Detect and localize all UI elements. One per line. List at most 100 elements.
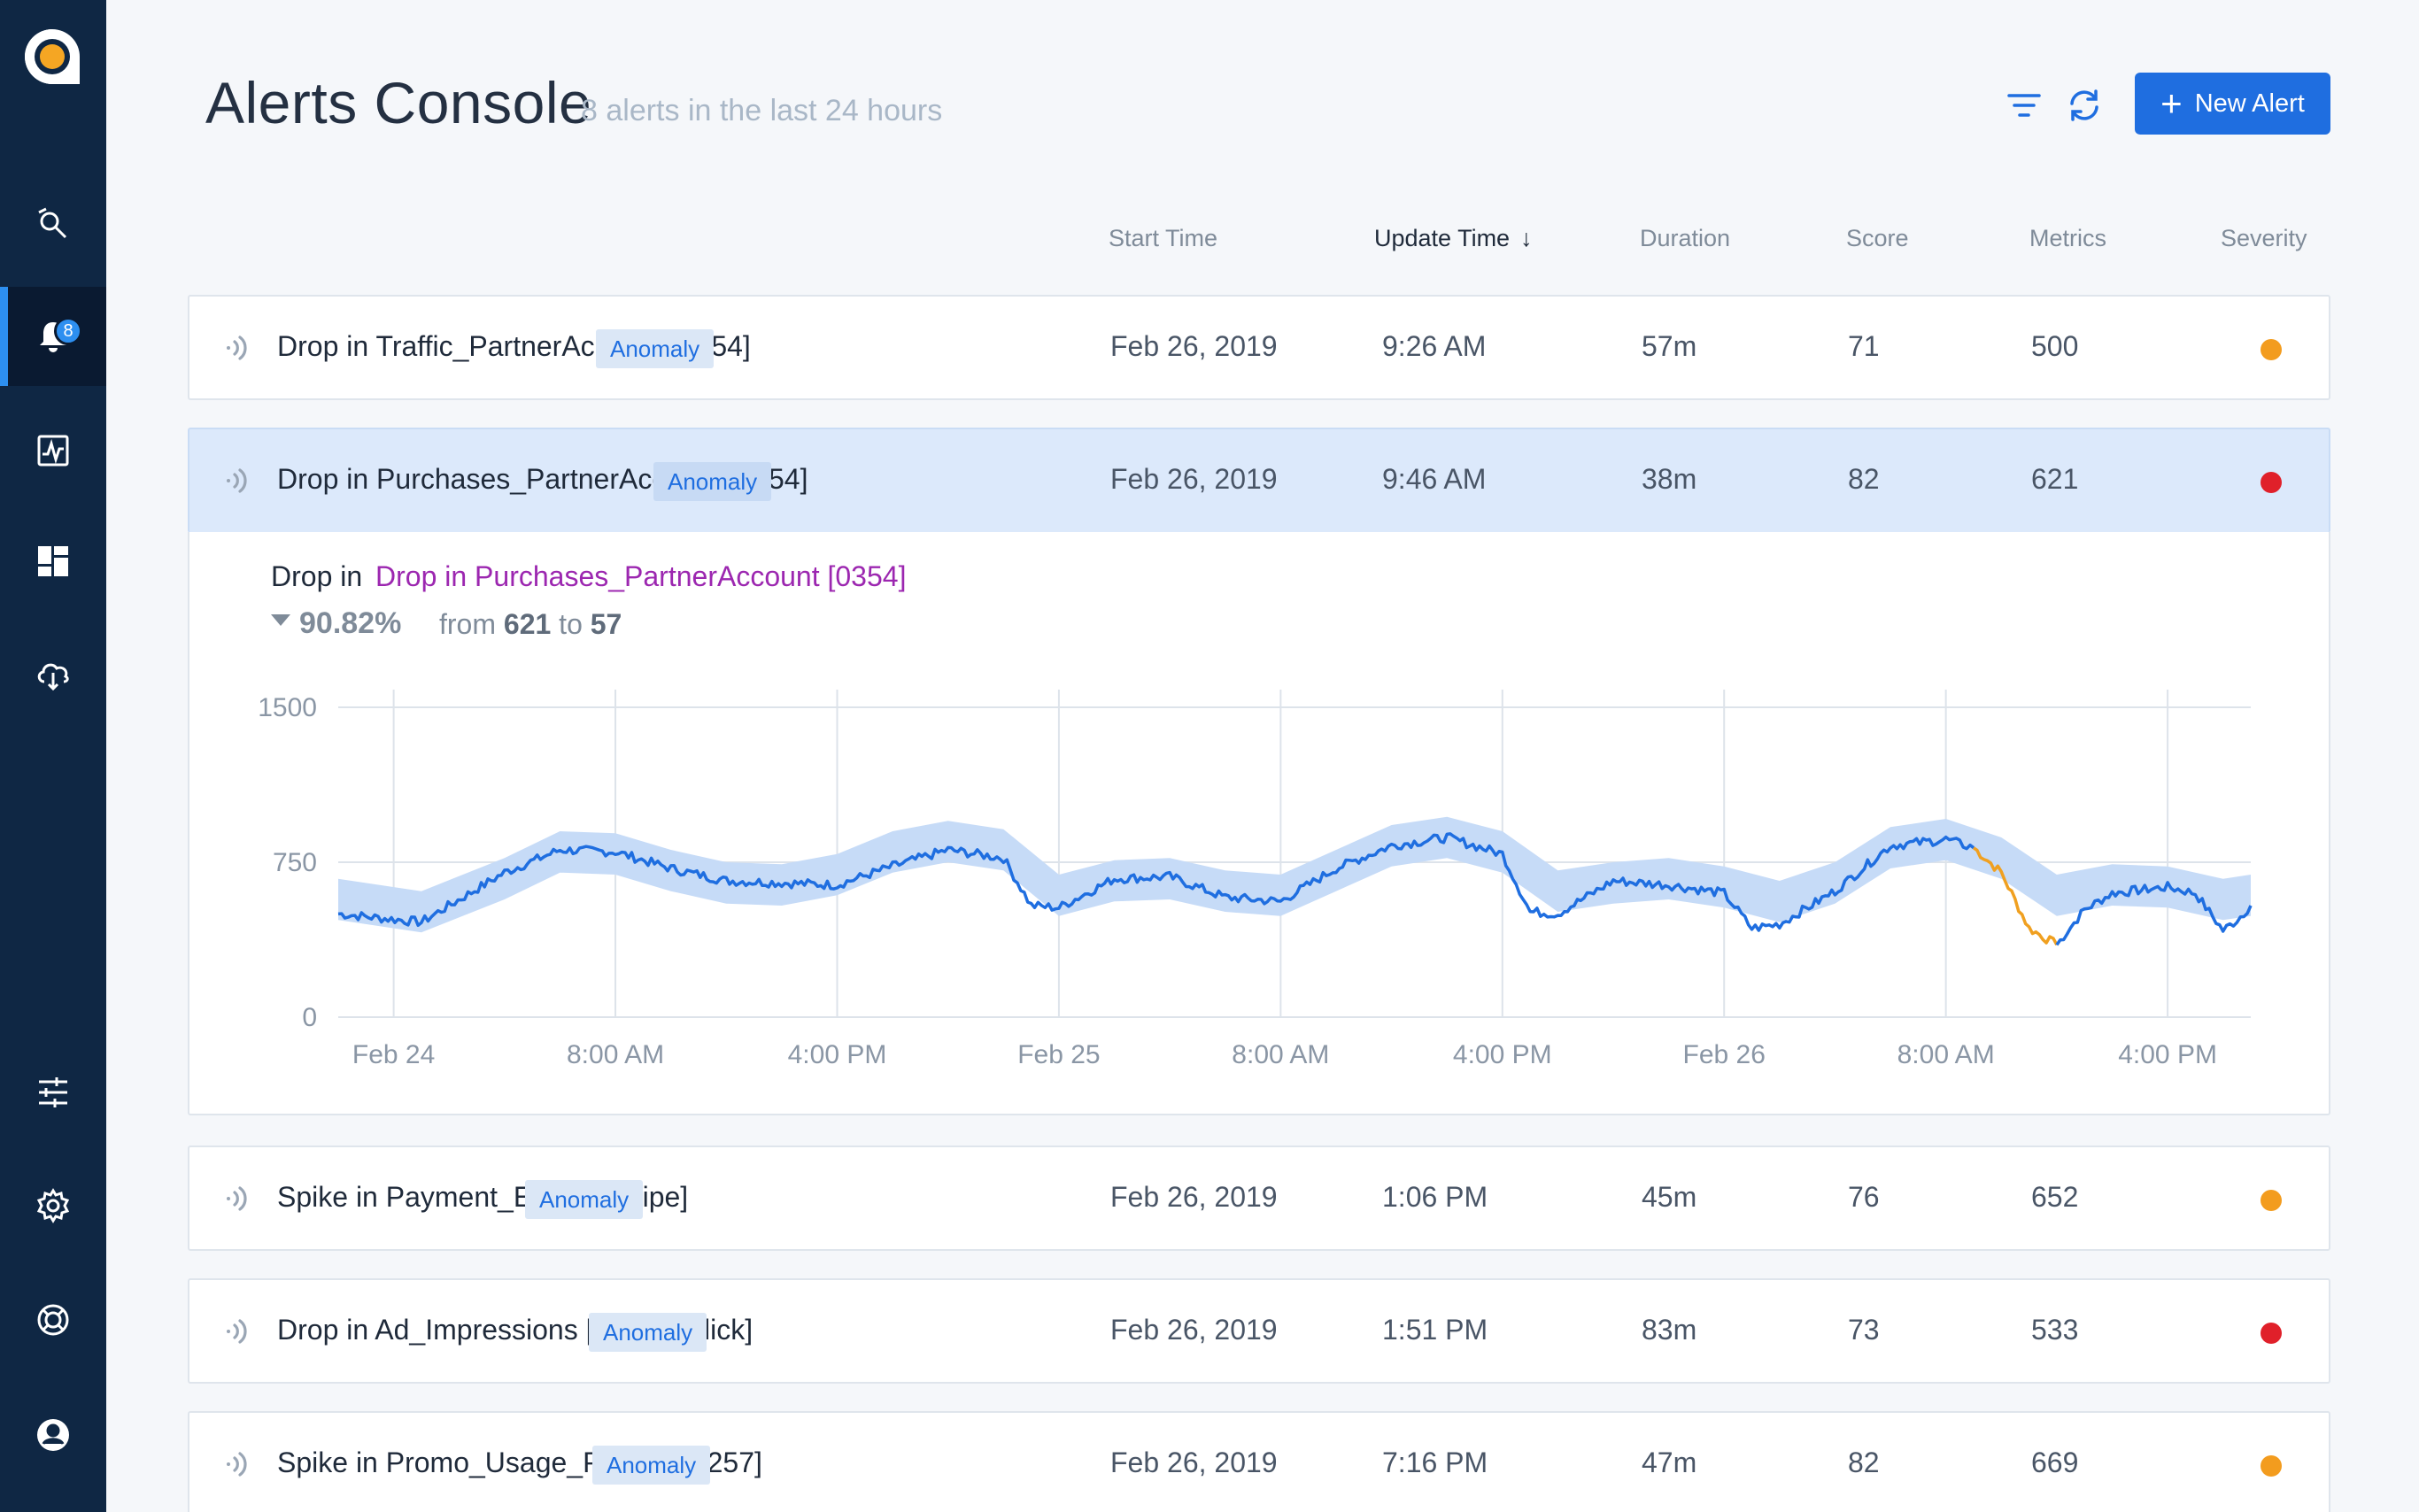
drop-from-to: from 621 to 57 bbox=[439, 608, 622, 641]
alerts-count-badge: 8 bbox=[54, 317, 82, 345]
from-word: from bbox=[439, 608, 496, 640]
column-header-duration[interactable]: Duration bbox=[1640, 225, 1731, 251]
x-tick-label: 4:00 PM bbox=[1453, 1040, 1552, 1069]
alert-type-tag: Anomaly bbox=[589, 1313, 707, 1352]
alert-type-tag: Anomaly bbox=[596, 329, 715, 368]
column-header-severity[interactable]: Severity bbox=[2221, 225, 2307, 251]
x-tick-label: 8:00 AM bbox=[567, 1040, 664, 1069]
alert-update-time: 1:51 PM bbox=[1382, 1314, 1488, 1346]
plus-icon: + bbox=[2160, 82, 2183, 124]
alert-score: 71 bbox=[1848, 330, 1880, 362]
y-tick-label: 1500 bbox=[258, 693, 317, 722]
column-header-score[interactable]: Score bbox=[1846, 225, 1909, 251]
signal-icon bbox=[218, 1446, 253, 1482]
signal-icon bbox=[218, 330, 253, 366]
dashboard-icon bbox=[38, 546, 68, 576]
new-alert-button[interactable]: + New Alert bbox=[2135, 73, 2330, 135]
alert-update-time: 1:06 PM bbox=[1382, 1181, 1488, 1213]
alert-duration: 38m bbox=[1642, 463, 1697, 495]
signal-icon bbox=[218, 463, 253, 498]
alert-row[interactable]: Drop in Traffic_PartnerAccount [0354] Ano… bbox=[188, 295, 2330, 400]
alert-duration: 83m bbox=[1642, 1314, 1697, 1346]
severity-dot bbox=[2261, 1323, 2282, 1344]
alert-row[interactable]: Drop in Purchases_PartnerAccount [0354] A… bbox=[188, 428, 2330, 533]
alert-start-time: Feb 26, 2019 bbox=[1110, 330, 1278, 362]
alert-metrics: 500 bbox=[2031, 330, 2079, 362]
column-header-start-time[interactable]: Start Time bbox=[1109, 225, 1218, 251]
drop-percentage: 90.82% bbox=[271, 606, 401, 641]
x-tick-label: Feb 25 bbox=[1017, 1040, 1100, 1069]
cloud-download-icon bbox=[37, 663, 69, 691]
alert-update-time: 9:46 AM bbox=[1382, 463, 1487, 495]
alert-metrics: 669 bbox=[2031, 1446, 2079, 1478]
column-header-update-time[interactable]: Update Time ↓ bbox=[1374, 225, 1533, 252]
column-header-metrics[interactable]: Metrics bbox=[2029, 225, 2106, 251]
actual-series-line bbox=[2055, 881, 2253, 946]
x-tick-label: Feb 24 bbox=[352, 1040, 435, 1069]
sidebar: 8 bbox=[0, 0, 106, 1512]
x-tick-label: 8:00 AM bbox=[1897, 1040, 1995, 1069]
gear-icon bbox=[36, 1188, 70, 1223]
user-avatar-icon bbox=[37, 1419, 69, 1451]
sort-down-arrow-icon: ↓ bbox=[1520, 225, 1533, 251]
column-header-update-time-label: Update Time bbox=[1374, 225, 1511, 251]
page-title: Alerts Console bbox=[205, 70, 592, 135]
refresh-button[interactable] bbox=[2064, 85, 2105, 126]
alert-duration: 57m bbox=[1642, 330, 1697, 362]
alert-metrics: 621 bbox=[2031, 463, 2079, 495]
x-tick-label: 4:00 PM bbox=[788, 1040, 887, 1069]
detail-metric-link[interactable]: Drop in Purchases_PartnerAccount [0354] bbox=[375, 560, 907, 592]
alert-score: 73 bbox=[1848, 1314, 1880, 1346]
severity-dot bbox=[2261, 1455, 2282, 1477]
alert-start-time: Feb 26, 2019 bbox=[1110, 1181, 1278, 1213]
sidebar-item-dashboards[interactable] bbox=[0, 512, 106, 611]
sidebar-item-anomalies[interactable] bbox=[0, 401, 106, 500]
anomaly-series-line bbox=[1973, 846, 2059, 946]
filter-button[interactable] bbox=[2004, 85, 2044, 126]
alert-start-time: Feb 26, 2019 bbox=[1110, 463, 1278, 495]
alert-score: 82 bbox=[1848, 1446, 1880, 1478]
x-tick-label: Feb 26 bbox=[1683, 1040, 1766, 1069]
metric-line-chart[interactable]: 0 750 1500 Feb 24 8:00 AM 4:00 PM Feb 25 8:00 A… bbox=[189, 665, 2332, 1090]
sidebar-item-settings[interactable] bbox=[0, 1156, 106, 1255]
sidebar-item-account[interactable] bbox=[0, 1385, 106, 1485]
triangle-down-icon bbox=[271, 613, 290, 626]
page-subtitle: 8 alerts in the last 24 hours bbox=[581, 94, 943, 127]
to-value: 57 bbox=[590, 608, 622, 640]
alert-metrics: 533 bbox=[2031, 1314, 2079, 1346]
drop-percentage-value: 90.82% bbox=[299, 606, 402, 640]
alert-start-time: Feb 26, 2019 bbox=[1110, 1314, 1278, 1346]
sidebar-item-filters[interactable] bbox=[0, 1043, 106, 1142]
alert-duration: 45m bbox=[1642, 1181, 1697, 1213]
alert-score: 76 bbox=[1848, 1181, 1880, 1213]
alert-row[interactable]: Spike in Payment_Errors [Stripe] Anomaly F… bbox=[188, 1146, 2330, 1251]
sidebar-item-data-sources[interactable] bbox=[0, 625, 106, 724]
y-tick-label: 0 bbox=[302, 1003, 317, 1032]
from-value: 621 bbox=[503, 608, 552, 640]
x-tick-label: 4:00 PM bbox=[2118, 1040, 2217, 1069]
sidebar-item-help[interactable] bbox=[0, 1270, 106, 1369]
activity-chart-icon bbox=[37, 435, 69, 467]
sidebar-item-search[interactable] bbox=[0, 175, 106, 274]
y-tick-label: 750 bbox=[273, 848, 317, 877]
alert-detail-panel: Drop in Drop in Purchases_PartnerAccount… bbox=[188, 532, 2330, 1115]
search-icon bbox=[38, 207, 67, 239]
alert-row[interactable]: Drop in Ad_Impressions [DoubleClick] Anom… bbox=[188, 1278, 2330, 1384]
actual-series-line bbox=[337, 832, 1975, 932]
app-logo-icon[interactable] bbox=[23, 27, 81, 86]
alert-duration: 47m bbox=[1642, 1446, 1697, 1478]
severity-dot bbox=[2261, 472, 2282, 493]
severity-dot bbox=[2261, 1190, 2282, 1211]
alert-update-time: 9:26 AM bbox=[1382, 330, 1487, 362]
to-word: to bbox=[559, 608, 583, 640]
signal-icon bbox=[218, 1314, 253, 1349]
sliders-icon bbox=[39, 1077, 67, 1107]
refresh-icon bbox=[2070, 89, 2098, 121]
alert-update-time: 7:16 PM bbox=[1382, 1446, 1488, 1478]
sidebar-item-alerts[interactable]: 8 bbox=[0, 287, 106, 386]
expected-range-band bbox=[338, 816, 2251, 933]
alert-metrics: 652 bbox=[2031, 1181, 2079, 1213]
new-alert-label: New Alert bbox=[2194, 89, 2305, 118]
alert-row[interactable]: Spike in Promo_Usage_Partner [1257] Anoma… bbox=[188, 1411, 2330, 1512]
alert-score: 82 bbox=[1848, 463, 1880, 495]
